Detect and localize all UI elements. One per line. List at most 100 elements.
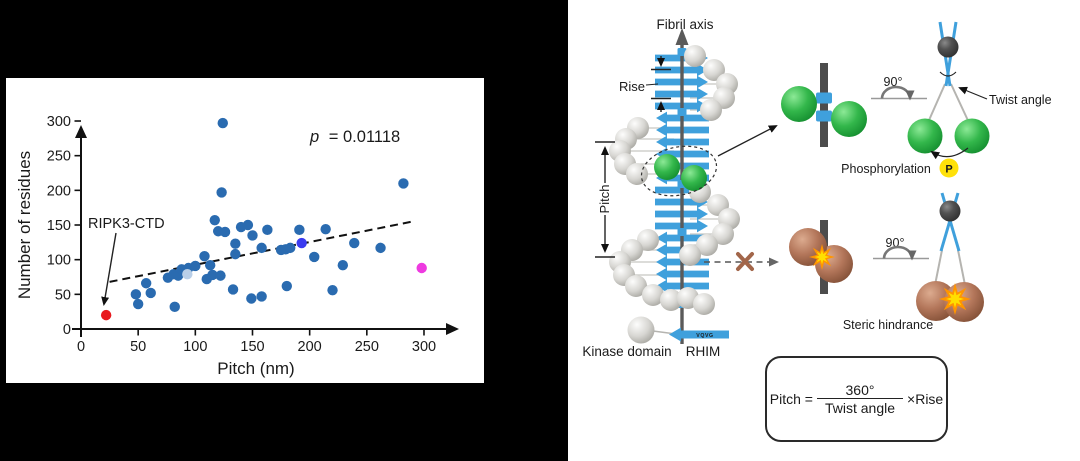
axis-ticks: 0 50 100 150 200 250 300 0 50 100 150 200 250 300 bbox=[47, 114, 436, 355]
data-point-amyloid-fibrils bbox=[230, 238, 241, 249]
data-point-amyloid-fibrils bbox=[349, 237, 360, 249]
kinase-domain-sphere bbox=[679, 244, 701, 266]
axis-sphere bbox=[939, 200, 961, 222]
p-symbol: p bbox=[309, 128, 319, 146]
kinase-domain-sphere bbox=[703, 59, 725, 81]
y-axis-label: Number of residues bbox=[15, 151, 34, 299]
data-point-amyloid-fibrils bbox=[256, 242, 267, 254]
clash-star-icon bbox=[814, 249, 830, 265]
p-value: = 0.01118 bbox=[329, 128, 400, 146]
x-tick-label: 150 bbox=[240, 339, 264, 355]
ripk3-annotation-label: RIPK3-CTD bbox=[88, 216, 165, 232]
kinase-domain-sphere bbox=[700, 99, 722, 121]
data-point-amyloid-fibrils bbox=[227, 284, 239, 295]
formula-fraction: 360° Twist angle bbox=[816, 381, 904, 416]
pitch-marker: Pitch bbox=[595, 141, 615, 258]
y-tick-label: 300 bbox=[47, 114, 71, 130]
y-tick-label: 200 bbox=[47, 183, 71, 199]
data-point-amyloid-fibrils bbox=[209, 214, 220, 226]
data-point-amyloid-fibrils bbox=[262, 224, 273, 236]
data-point-amyloid-fibrils bbox=[215, 270, 226, 281]
data-point-amyloid-fibrils bbox=[285, 242, 296, 254]
x-tick-label: 100 bbox=[183, 339, 207, 355]
ripk3-annotation-arrow bbox=[101, 232, 117, 306]
green-sphere bbox=[654, 154, 680, 180]
green-sphere bbox=[907, 118, 943, 154]
data-point-amyloid-fibrils bbox=[230, 248, 241, 260]
formula-numerator: 360° bbox=[845, 381, 875, 398]
data-point-amyloid-fibrils bbox=[246, 293, 257, 304]
zoom-arrow bbox=[717, 125, 778, 157]
data-point-amyloid-fibrils bbox=[242, 219, 254, 231]
x-tick-label: 250 bbox=[355, 339, 379, 355]
fibril-axis-arrowhead bbox=[675, 28, 689, 45]
data-point-amyloid-fibrils bbox=[247, 230, 258, 241]
data-point-amyloid-fibrils bbox=[130, 289, 142, 300]
kinase-domain-sphere bbox=[693, 293, 715, 315]
steric-hindrance-label: Steric hindrance bbox=[843, 318, 933, 332]
data-point-amyloid-fibrils bbox=[140, 278, 152, 289]
kinase-domain-sphere bbox=[684, 45, 706, 67]
phospho-symbol: P bbox=[945, 164, 952, 176]
x-tick-label: 50 bbox=[130, 339, 146, 355]
rhim-label: RHIM bbox=[686, 344, 721, 359]
y-tick-label: 100 bbox=[47, 253, 71, 269]
data-point-amyloid-fibrils bbox=[199, 251, 210, 262]
formula-multiplier: ×Rise bbox=[907, 391, 944, 407]
rotation-90-top-label: 90° bbox=[884, 75, 903, 89]
kinase-domain-sphere bbox=[625, 275, 647, 297]
rotation-arc-icon bbox=[882, 245, 917, 261]
x-axis-label: Pitch (nm) bbox=[217, 359, 294, 378]
data-point-amyloid-fibrils bbox=[145, 287, 156, 299]
x-tick-label: 0 bbox=[77, 339, 85, 355]
rotation-arc-icon bbox=[880, 85, 915, 101]
data-point-RIPK3-CTD bbox=[100, 309, 112, 321]
pitch-formula-box: Pitch = 360° Twist angle ×Rise bbox=[765, 356, 948, 442]
formula-denominator: Twist angle bbox=[816, 398, 904, 416]
data-point-highlight-magenta bbox=[416, 262, 427, 274]
scatter-points bbox=[100, 117, 427, 321]
kinase-domain-sphere bbox=[660, 289, 682, 311]
rotation-90-top: 90° bbox=[871, 75, 927, 101]
rotation-90-bottom: 90° bbox=[873, 236, 929, 261]
clash-star-icon bbox=[946, 290, 964, 308]
data-point-amyloid-fibrils bbox=[256, 291, 267, 302]
phosphorylation-annotation: Phosphorylation P bbox=[841, 147, 969, 178]
kinase-domain-label: Kinase domain bbox=[582, 344, 671, 359]
phospho-side-view bbox=[781, 63, 867, 147]
kinase-domain-sphere bbox=[637, 229, 659, 251]
formula-lhs: Pitch = bbox=[769, 391, 813, 407]
data-point-highlight-light-blue bbox=[182, 269, 193, 280]
twist-angle-annotation: Twist angle bbox=[958, 86, 1052, 107]
fibril-axis-label: Fibril axis bbox=[656, 17, 713, 32]
kinase-domain-sphere bbox=[642, 284, 664, 306]
rhim-arrow-icon bbox=[669, 327, 729, 342]
data-point-amyloid-fibrils bbox=[281, 280, 292, 292]
green-sphere bbox=[781, 86, 817, 122]
rise-marker: Rise bbox=[619, 56, 671, 112]
rhim-motif-label: VQVG bbox=[696, 333, 713, 339]
kinase-domain-sphere bbox=[626, 163, 648, 185]
pitch-label: Pitch bbox=[597, 185, 612, 214]
data-point-amyloid-fibrils bbox=[398, 178, 409, 189]
green-sphere bbox=[681, 165, 707, 191]
data-point-amyloid-fibrils bbox=[204, 260, 216, 271]
monomer-legend: VQVG Kinase domain RHIM bbox=[582, 316, 729, 359]
data-point-highlight-violet bbox=[296, 237, 307, 249]
data-point-amyloid-fibrils bbox=[217, 117, 228, 129]
data-point-amyloid-fibrils bbox=[320, 223, 331, 235]
diagram-panel: Fibril axis Rise Pitch bbox=[568, 0, 1080, 461]
x-tick-label: 200 bbox=[298, 339, 322, 355]
steric-side-view bbox=[789, 220, 853, 294]
axis-sphere bbox=[937, 36, 959, 58]
strand-knob bbox=[677, 108, 687, 116]
data-point-amyloid-fibrils bbox=[132, 298, 144, 310]
scatter-panel: 0 50 100 150 200 250 300 0 50 100 150 200 250 300 p =… bbox=[6, 78, 484, 383]
phosphorylation-label: Phosphorylation bbox=[841, 162, 931, 176]
data-point-amyloid-fibrils bbox=[216, 187, 227, 198]
scatter-plot: 0 50 100 150 200 250 300 0 50 100 150 200 250 300 p =… bbox=[15, 114, 459, 378]
fibril-diagram: Fibril axis Rise Pitch bbox=[582, 17, 1052, 359]
green-sphere bbox=[954, 118, 990, 154]
kinase-domain-sphere bbox=[696, 234, 718, 256]
